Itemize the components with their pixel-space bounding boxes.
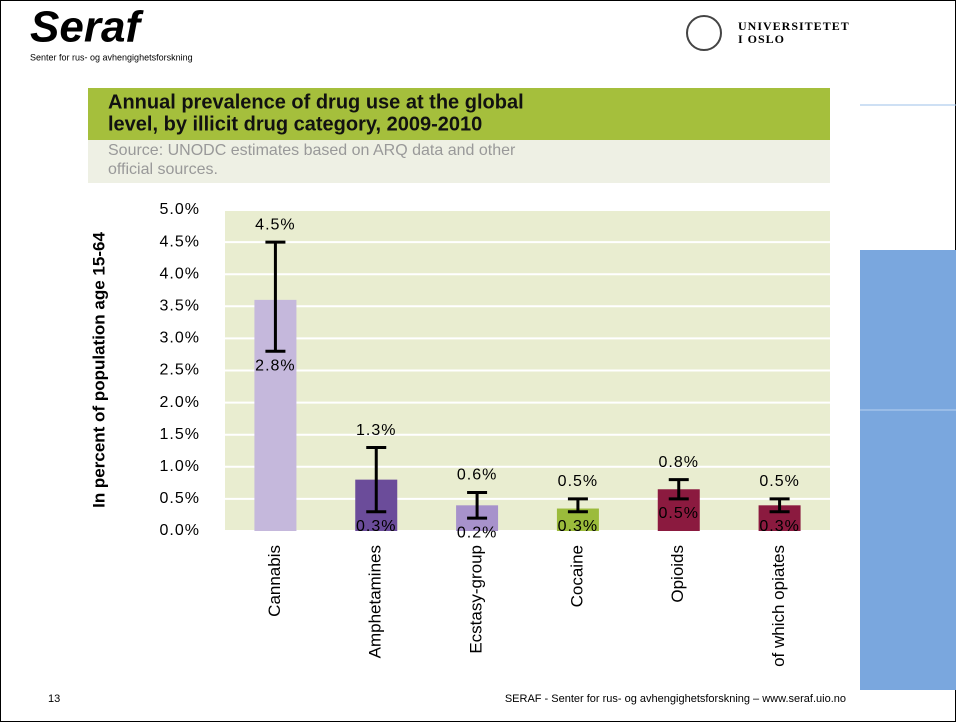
logo-subtitle: Senter for rus- og avhengighetsforskning — [30, 52, 193, 62]
x-tick-label: Amphetamines — [366, 545, 385, 658]
logo: Seraf — [30, 3, 144, 52]
y-tick-label: 3.0% — [160, 330, 200, 347]
data-label: 0.5% — [558, 473, 598, 490]
source-band — [88, 140, 830, 183]
y-tick-label: 0.5% — [160, 490, 200, 507]
data-label: 1.3% — [356, 422, 396, 439]
university-name: UNIVERSITETET — [738, 19, 850, 33]
university-name: I OSLO — [738, 32, 785, 46]
y-tick-label: 2.5% — [160, 362, 200, 379]
data-label: 0.6% — [457, 467, 497, 484]
bar — [556, 508, 599, 531]
y-axis-label: In percent of population age 15-64 — [89, 232, 108, 508]
y-tick-label: 2.0% — [160, 394, 200, 411]
chart-title: level, by illicit drug category, 2009-20… — [108, 113, 482, 135]
side-panel — [860, 250, 956, 690]
x-tick-label: of which opiates — [769, 545, 788, 667]
title-band — [88, 88, 830, 140]
y-tick-label: 1.5% — [160, 426, 200, 443]
y-tick-label: 4.5% — [160, 233, 200, 250]
chart-title: Annual prevalence of drug use at the glo… — [108, 91, 524, 113]
chart-subtitle: official sources. — [108, 161, 218, 178]
footer-text: SERAF - Senter for rus- og avhengighetsf… — [505, 693, 846, 705]
data-label: 0.2% — [457, 524, 497, 541]
data-label: 0.3% — [558, 518, 598, 535]
data-label: 0.5% — [659, 505, 699, 522]
page-number: 13 — [48, 693, 60, 705]
data-label: 0.5% — [759, 473, 799, 490]
data-label: 0.8% — [659, 454, 699, 471]
data-label: 0.3% — [356, 518, 396, 535]
y-tick-label: 0.0% — [160, 522, 200, 539]
y-tick-label: 5.0% — [160, 201, 200, 218]
x-tick-label: Opioids — [668, 545, 687, 603]
y-tick-label: 3.5% — [160, 298, 200, 315]
data-label: 0.3% — [759, 518, 799, 535]
data-label: 2.8% — [255, 357, 295, 374]
university-seal — [686, 15, 722, 51]
data-label: 4.5% — [255, 216, 295, 233]
x-tick-label: Cannabis — [265, 545, 284, 617]
y-tick-label: 4.0% — [160, 265, 200, 282]
x-tick-label: Cocaine — [567, 545, 586, 607]
x-tick-label: Ecstasy-group — [467, 545, 486, 654]
chart-subtitle: Source: UNODC estimates based on ARQ dat… — [108, 142, 516, 159]
y-tick-label: 1.0% — [160, 458, 200, 475]
